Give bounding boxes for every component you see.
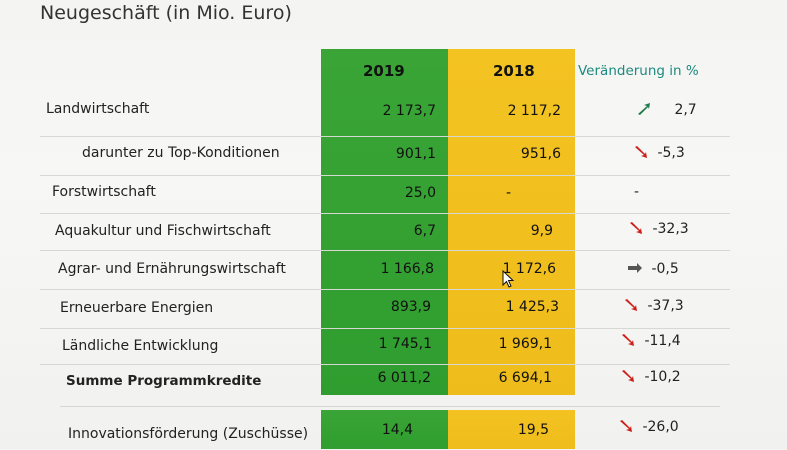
column-2018-bg-bottom bbox=[448, 410, 575, 449]
value-2018: 19,5 bbox=[517, 422, 549, 438]
change-value: - bbox=[634, 184, 640, 200]
column-2019-bg bbox=[321, 49, 448, 395]
change-cell: -5,3 bbox=[633, 145, 713, 161]
change-value: -37,3 bbox=[647, 298, 684, 314]
table-row: darunter zu Top-Konditionen 901,1 951,6 … bbox=[0, 138, 787, 176]
value-2018: 1 969,1 bbox=[498, 336, 552, 352]
change-value: -26,0 bbox=[642, 419, 679, 435]
row-label: Innovationsförderung (Zuschüsse) bbox=[68, 426, 309, 442]
value-2019: 1 745,1 bbox=[378, 336, 432, 352]
header-2018: 2018 bbox=[493, 62, 535, 80]
change-cell: -26,0 bbox=[618, 419, 698, 435]
row-divider bbox=[40, 136, 730, 137]
change-value: -0,5 bbox=[651, 261, 679, 277]
row-divider bbox=[40, 175, 730, 176]
mouse-pointer-icon bbox=[502, 270, 514, 288]
value-2018: 6 694,1 bbox=[498, 370, 552, 386]
column-2019-bg-bottom bbox=[321, 410, 448, 449]
value-2019: 1 166,8 bbox=[380, 261, 434, 277]
header-2019: 2019 bbox=[363, 62, 405, 80]
value-2019: 6,7 bbox=[413, 223, 436, 239]
value-2018: 2 117,2 bbox=[507, 103, 561, 119]
table-row: Agrar- und Ernährungswirtschaft 1 166,8 … bbox=[0, 252, 787, 290]
value-2018: 9,9 bbox=[530, 223, 553, 239]
change-value: -5,3 bbox=[657, 145, 685, 161]
change-value: 2,7 bbox=[674, 102, 697, 118]
row-label: Aquakultur und Fischwirtschaft bbox=[55, 223, 271, 239]
row-divider bbox=[40, 364, 730, 365]
row-divider bbox=[60, 406, 720, 407]
arrow-down-right-icon bbox=[635, 146, 647, 158]
row-label: Agrar- und Ernährungswirtschaft bbox=[58, 261, 286, 277]
arrow-down-right-icon bbox=[630, 222, 642, 234]
change-cell: -10,2 bbox=[620, 369, 700, 385]
column-2018-bg bbox=[448, 49, 575, 395]
row-divider bbox=[40, 328, 730, 329]
row-label: Erneuerbare Energien bbox=[60, 300, 214, 316]
value-2019: 25,0 bbox=[404, 185, 436, 201]
row-label: Summe Programmkredite bbox=[66, 373, 262, 389]
arrow-right-icon bbox=[628, 263, 642, 273]
table-row: Aquakultur und Fischwirtschaft 6,7 9,9 -… bbox=[0, 215, 787, 253]
value-2018: - bbox=[505, 185, 511, 201]
value-2018: 1 425,3 bbox=[505, 299, 559, 315]
row-label: Ländliche Entwicklung bbox=[62, 338, 219, 354]
change-value: -10,2 bbox=[644, 369, 681, 385]
arrow-down-right-icon bbox=[622, 334, 634, 346]
change-cell: -32,3 bbox=[628, 221, 708, 237]
change-cell: - bbox=[634, 184, 714, 200]
change-cell: -11,4 bbox=[620, 333, 700, 349]
row-divider bbox=[40, 289, 730, 290]
row-divider bbox=[40, 250, 730, 251]
row-label: Forstwirtschaft bbox=[52, 184, 156, 200]
value-2019: 901,1 bbox=[395, 146, 436, 162]
row-label: Landwirtschaft bbox=[46, 101, 150, 117]
table-row: Ländliche Entwicklung 1 745,1 1 969,1 -1… bbox=[0, 330, 787, 368]
arrow-down-right-icon bbox=[620, 420, 632, 432]
table-row: Summe Programmkredite 6 011,2 6 694,1 -1… bbox=[0, 366, 787, 404]
table-row: Erneuerbare Energien 893,9 1 425,3 -37,3 bbox=[0, 291, 787, 329]
change-cell: -37,3 bbox=[623, 298, 703, 314]
table-row: Landwirtschaft 2 173,7 2 117,2 2,7 bbox=[0, 98, 787, 136]
value-2018: 951,6 bbox=[520, 146, 561, 162]
table-row: Forstwirtschaft 25,0 - - bbox=[0, 177, 787, 215]
row-divider bbox=[40, 213, 730, 214]
value-2019: 893,9 bbox=[390, 299, 431, 315]
change-value: -11,4 bbox=[644, 333, 681, 349]
change-cell: 2,7 bbox=[636, 102, 716, 118]
arrow-up-right-icon bbox=[638, 103, 650, 115]
value-2019: 14,4 bbox=[381, 422, 413, 438]
change-value: -32,3 bbox=[652, 221, 689, 237]
value-2019: 6 011,2 bbox=[377, 370, 431, 386]
arrow-down-right-icon bbox=[625, 299, 637, 311]
page-title: Neugeschäft (in Mio. Euro) bbox=[40, 2, 292, 24]
table-row: Innovationsförderung (Zuschüsse) 14,4 19… bbox=[0, 412, 787, 450]
value-2018: 1 172,6 bbox=[502, 261, 556, 277]
header-change: Veränderung in % bbox=[578, 63, 699, 79]
arrow-down-right-icon bbox=[622, 370, 634, 382]
change-cell: -0,5 bbox=[627, 261, 707, 277]
value-2019: 2 173,7 bbox=[382, 103, 436, 119]
row-label: darunter zu Top-Konditionen bbox=[82, 145, 280, 161]
